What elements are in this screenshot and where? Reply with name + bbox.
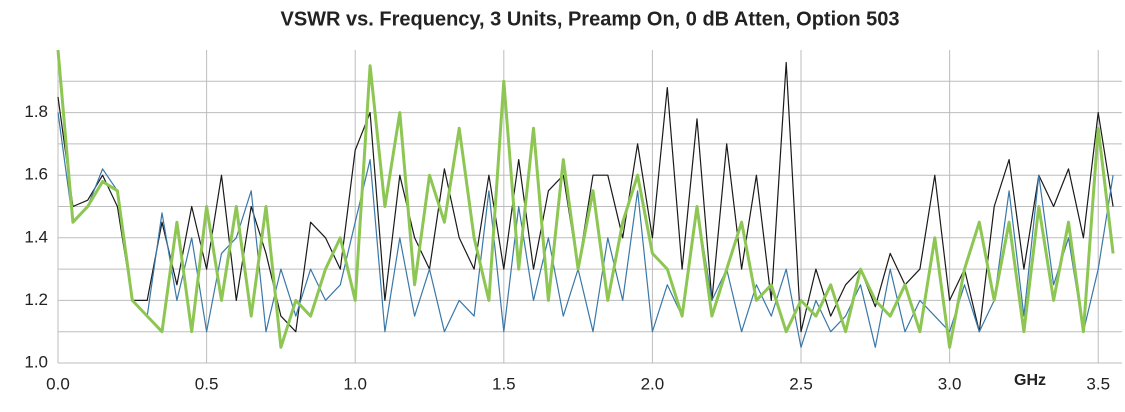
y-tick-label: 1.6 <box>24 165 48 184</box>
x-tick-label: 0.5 <box>195 374 219 393</box>
series-line <box>56 49 1115 349</box>
y-tick-label: 1.2 <box>24 290 48 309</box>
x-tick-label: 0.0 <box>46 374 70 393</box>
x-tick-label: 2.5 <box>789 374 813 393</box>
x-tick-label: 1.0 <box>343 374 367 393</box>
x-tick-label: 2.0 <box>641 374 665 393</box>
x-tick-label: 1.5 <box>492 374 516 393</box>
chart-title: VSWR vs. Frequency, 3 Units, Preamp On, … <box>280 8 899 30</box>
x-axis-label: GHz <box>1014 372 1046 389</box>
x-tick-label: 3.5 <box>1086 374 1110 393</box>
y-tick-label: 1.4 <box>24 227 48 246</box>
series-line <box>57 61 1114 333</box>
x-tick-label: 3.0 <box>938 374 962 393</box>
series-line <box>57 112 1114 348</box>
y-tick-label: 1.0 <box>24 352 48 371</box>
y-tick-label: 1.8 <box>24 102 48 121</box>
